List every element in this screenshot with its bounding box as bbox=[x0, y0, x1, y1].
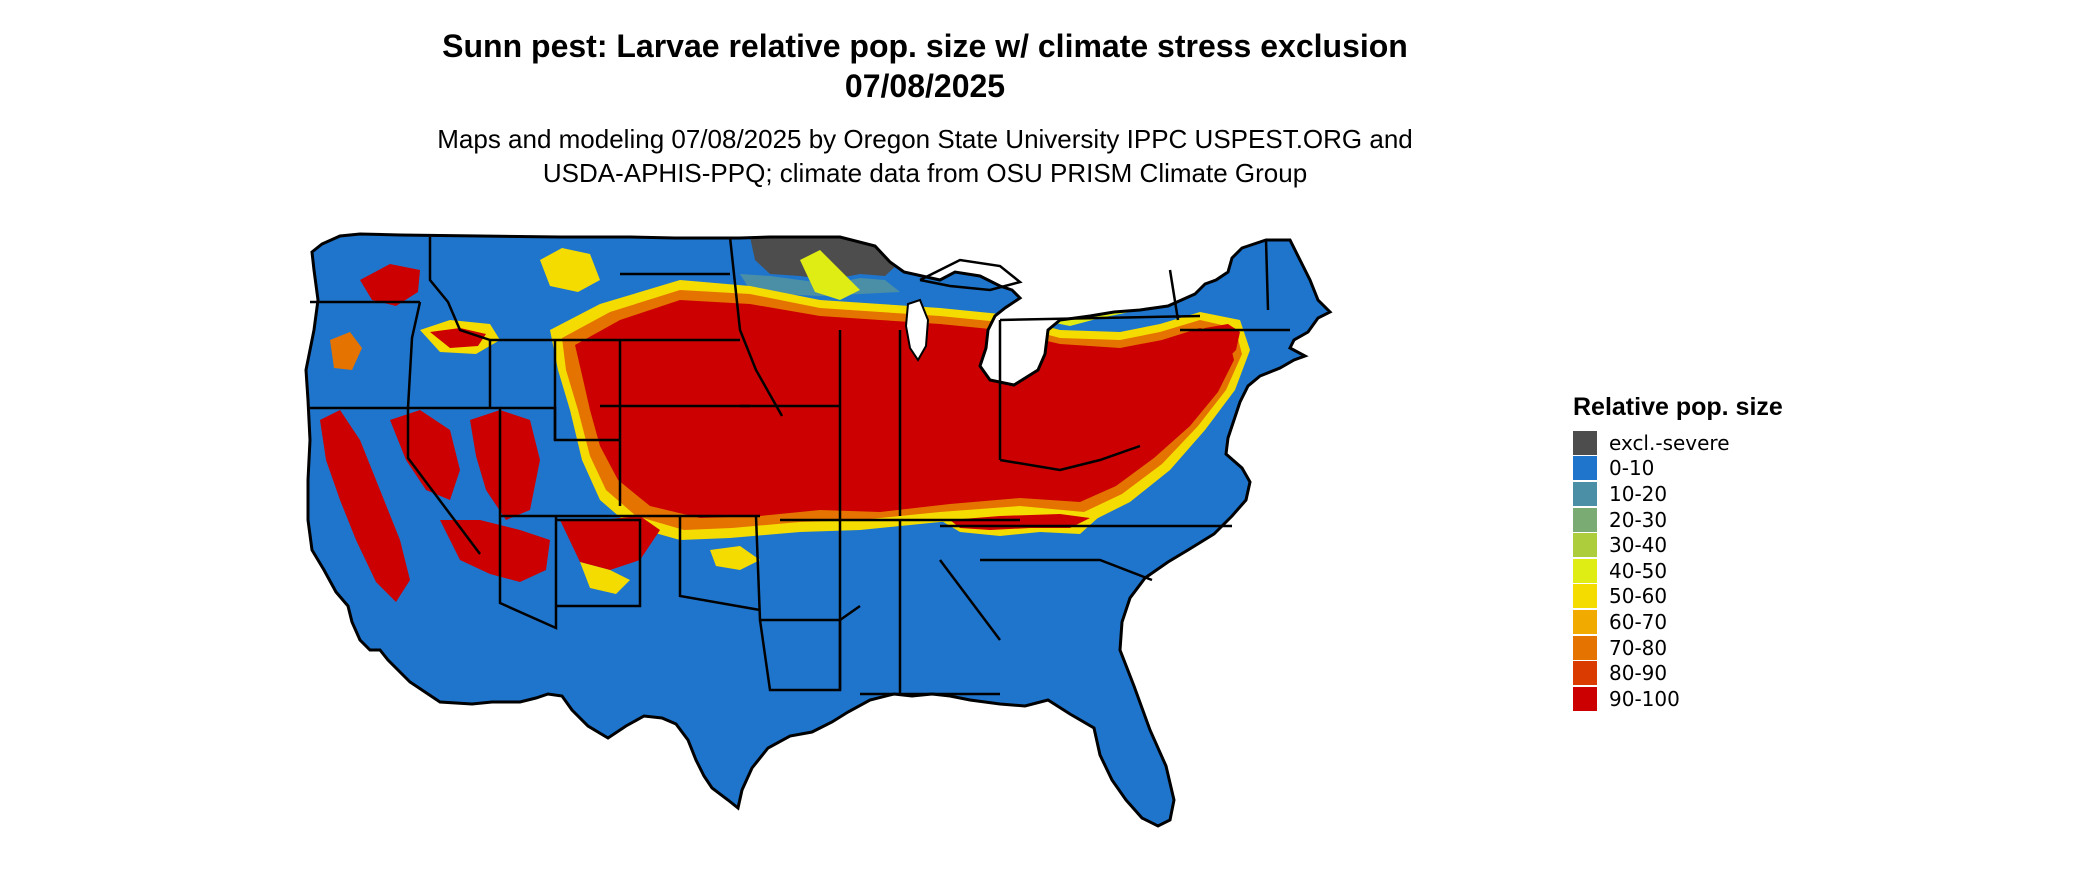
lake-michigan bbox=[904, 298, 930, 362]
legend-swatch bbox=[1573, 558, 1597, 583]
zone-sw-nm-yellow bbox=[580, 562, 630, 594]
border-me-nh bbox=[1264, 239, 1270, 311]
title-line-1: Sunn pest: Larvae relative pop. size w/ … bbox=[442, 28, 1408, 64]
legend-swatch bbox=[1573, 661, 1597, 686]
title-line-2: 07/08/2025 bbox=[844, 68, 1006, 104]
legend-label: 40-50 bbox=[1609, 558, 1668, 583]
map-title: Sunn pest: Larvae relative pop. size w/ … bbox=[0, 26, 1850, 106]
zone-high-central bbox=[575, 300, 1234, 518]
legend-swatch bbox=[1573, 686, 1597, 711]
legend-item: 40-50 bbox=[1573, 558, 1783, 584]
border-nc-sc bbox=[980, 558, 1153, 582]
zone-sw-ut bbox=[470, 410, 540, 520]
legend-item: 30-40 bbox=[1573, 532, 1783, 558]
legend-swatch bbox=[1573, 456, 1597, 481]
us-map bbox=[304, 232, 1332, 828]
subtitle-line-1: Maps and modeling 07/08/2025 by Oregon S… bbox=[437, 124, 1413, 154]
legend-swatch bbox=[1573, 481, 1597, 506]
legend-items: excl.-severe 0-10 10-20 20-30 30-40 40-50 50-6… bbox=[1573, 430, 1783, 712]
legend-swatch bbox=[1573, 430, 1597, 455]
legend-swatch bbox=[1573, 507, 1597, 532]
subtitle-line-2: USDA-APHIS-PPQ; climate data from OSU PR… bbox=[542, 158, 1308, 188]
border-az-nm bbox=[498, 516, 558, 630]
legend-item: 60-70 bbox=[1573, 609, 1783, 635]
zone-sw-nm bbox=[560, 516, 660, 570]
border-or-id bbox=[406, 301, 422, 409]
legend-item: 80-90 bbox=[1573, 660, 1783, 686]
legend-title: Relative pop. size bbox=[1573, 393, 1783, 421]
legend-item: 0-10 bbox=[1573, 456, 1783, 482]
border-mn-wi bbox=[728, 236, 784, 417]
legend-swatch bbox=[1573, 533, 1597, 558]
legend: Relative pop. size excl.-severe 0-10 10-20… bbox=[1573, 392, 1783, 712]
legend-item: 50-60 bbox=[1573, 584, 1783, 610]
border-mo-ar bbox=[754, 515, 861, 622]
zone-west-1 bbox=[360, 264, 420, 306]
legend-label: 30-40 bbox=[1609, 533, 1668, 558]
border-ok-tx bbox=[678, 516, 761, 612]
zone-west-4 bbox=[330, 332, 362, 370]
legend-label: 10-20 bbox=[1609, 481, 1668, 506]
border-nm-tx bbox=[556, 518, 642, 608]
border-ca-nv bbox=[406, 408, 481, 555]
border-wv bbox=[999, 444, 1141, 472]
legend-swatch bbox=[1573, 584, 1597, 609]
great-lakes bbox=[904, 298, 930, 362]
border-id-mt bbox=[428, 237, 491, 342]
legend-item: 10-20 bbox=[1573, 481, 1783, 507]
border-pa-ny bbox=[999, 314, 1201, 322]
zone-west-5 bbox=[540, 248, 600, 292]
legend-item: 20-30 bbox=[1573, 507, 1783, 533]
legend-label: excl.-severe bbox=[1609, 430, 1730, 455]
legend-swatch bbox=[1573, 635, 1597, 660]
legend-label: 50-60 bbox=[1609, 584, 1668, 609]
border-sc-ga bbox=[939, 559, 1001, 641]
legend-label: 20-30 bbox=[1609, 507, 1668, 532]
border-ny-vt bbox=[1168, 269, 1180, 321]
legend-label: 60-70 bbox=[1609, 609, 1668, 634]
legend-swatch bbox=[1573, 609, 1597, 634]
zone-red-ne bbox=[1180, 324, 1240, 370]
legend-label: 90-100 bbox=[1609, 686, 1680, 711]
legend-label: 80-90 bbox=[1609, 661, 1668, 686]
legend-item: 70-80 bbox=[1573, 635, 1783, 661]
zone-mo-yellow bbox=[710, 546, 760, 570]
state-borders bbox=[308, 236, 1290, 696]
zone-mid-wi bbox=[800, 250, 860, 300]
map-subtitle: Maps and modeling 07/08/2025 by Oregon S… bbox=[0, 122, 1850, 190]
legend-label: 70-80 bbox=[1609, 635, 1668, 660]
border-mi-peninsula bbox=[919, 258, 1023, 292]
zone-sw-ca bbox=[320, 410, 410, 602]
legend-item: excl.-severe bbox=[1573, 430, 1783, 456]
map-fill-layer bbox=[306, 234, 1330, 826]
legend-item: 90-100 bbox=[1573, 686, 1783, 712]
legend-label: 0-10 bbox=[1609, 456, 1655, 481]
